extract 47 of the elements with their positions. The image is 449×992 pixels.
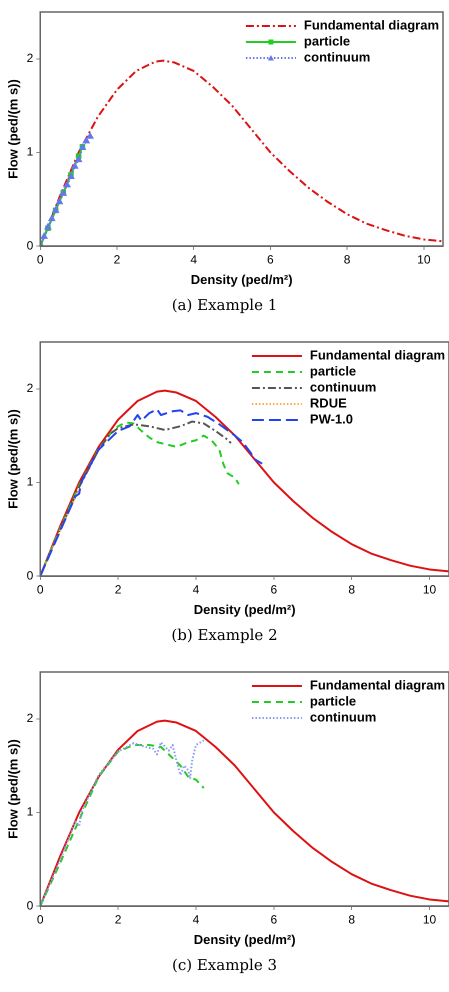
x-tick-label: 8 [348, 582, 356, 597]
x-tick-label: 4 [192, 582, 200, 597]
y-tick-label: 0 [26, 238, 34, 252]
y-tick-label: 2 [26, 51, 34, 66]
y-axis-title: Flow (ped/(m s)) [5, 739, 20, 839]
x-tick-label: 8 [348, 912, 356, 927]
y-tick-label: 0 [26, 568, 34, 582]
y-axis-title: Flow (ped/(m s)) [5, 409, 20, 509]
x-tick-label: 6 [267, 252, 274, 267]
x-tick-label: 4 [190, 252, 198, 267]
x-tick-label: 2 [114, 582, 122, 597]
legend-label: continuum [304, 50, 370, 65]
text: (b) Example 2 [170, 626, 279, 644]
x-tick-label: 10 [417, 252, 431, 267]
text: (c) Example 3 [170, 956, 278, 974]
x-tick-label: 0 [36, 252, 44, 267]
legend-label: particle [310, 694, 356, 709]
x-axis-title: Density (ped/m²) [190, 272, 293, 287]
x-tick-label: 2 [114, 912, 122, 927]
y-axis-title: Flow (ped/(m s)) [5, 79, 20, 179]
text: (a) Example 1 [170, 296, 278, 314]
x-tick-label: 10 [422, 912, 437, 927]
y-tick-label: 2 [26, 711, 34, 726]
x-tick-label: 0 [36, 582, 44, 597]
x-axis-title: Density (ped/m²) [194, 602, 296, 617]
legend-label: Fundamental diagram [310, 678, 445, 693]
x-tick-label: 8 [344, 252, 351, 267]
legend-label: Fundamental diagram [310, 348, 445, 363]
x-axis-title: Density (ped/m²) [194, 932, 296, 947]
legend-label: RDUE [310, 396, 348, 411]
x-tick-label: 6 [270, 582, 278, 597]
y-tick-label: 1 [26, 144, 34, 159]
legend-label: particle [310, 364, 356, 379]
x-tick-label: 4 [192, 912, 200, 927]
y-tick-label: 2 [26, 381, 34, 396]
x-tick-label: 10 [422, 582, 437, 597]
x-tick-label: 0 [36, 912, 44, 927]
legend-label: Fundamental diagram [304, 18, 439, 33]
x-tick-label: 6 [270, 912, 278, 927]
x-tick-label: 2 [114, 252, 121, 267]
legend-label: particle [304, 34, 350, 49]
y-tick-label: 0 [26, 898, 34, 912]
legend-label: PW-1.0 [310, 412, 354, 427]
legend-label: continuum [310, 380, 376, 395]
legend-label: continuum [310, 710, 376, 725]
y-tick-label: 1 [26, 804, 34, 819]
y-tick-label: 1 [26, 474, 34, 489]
